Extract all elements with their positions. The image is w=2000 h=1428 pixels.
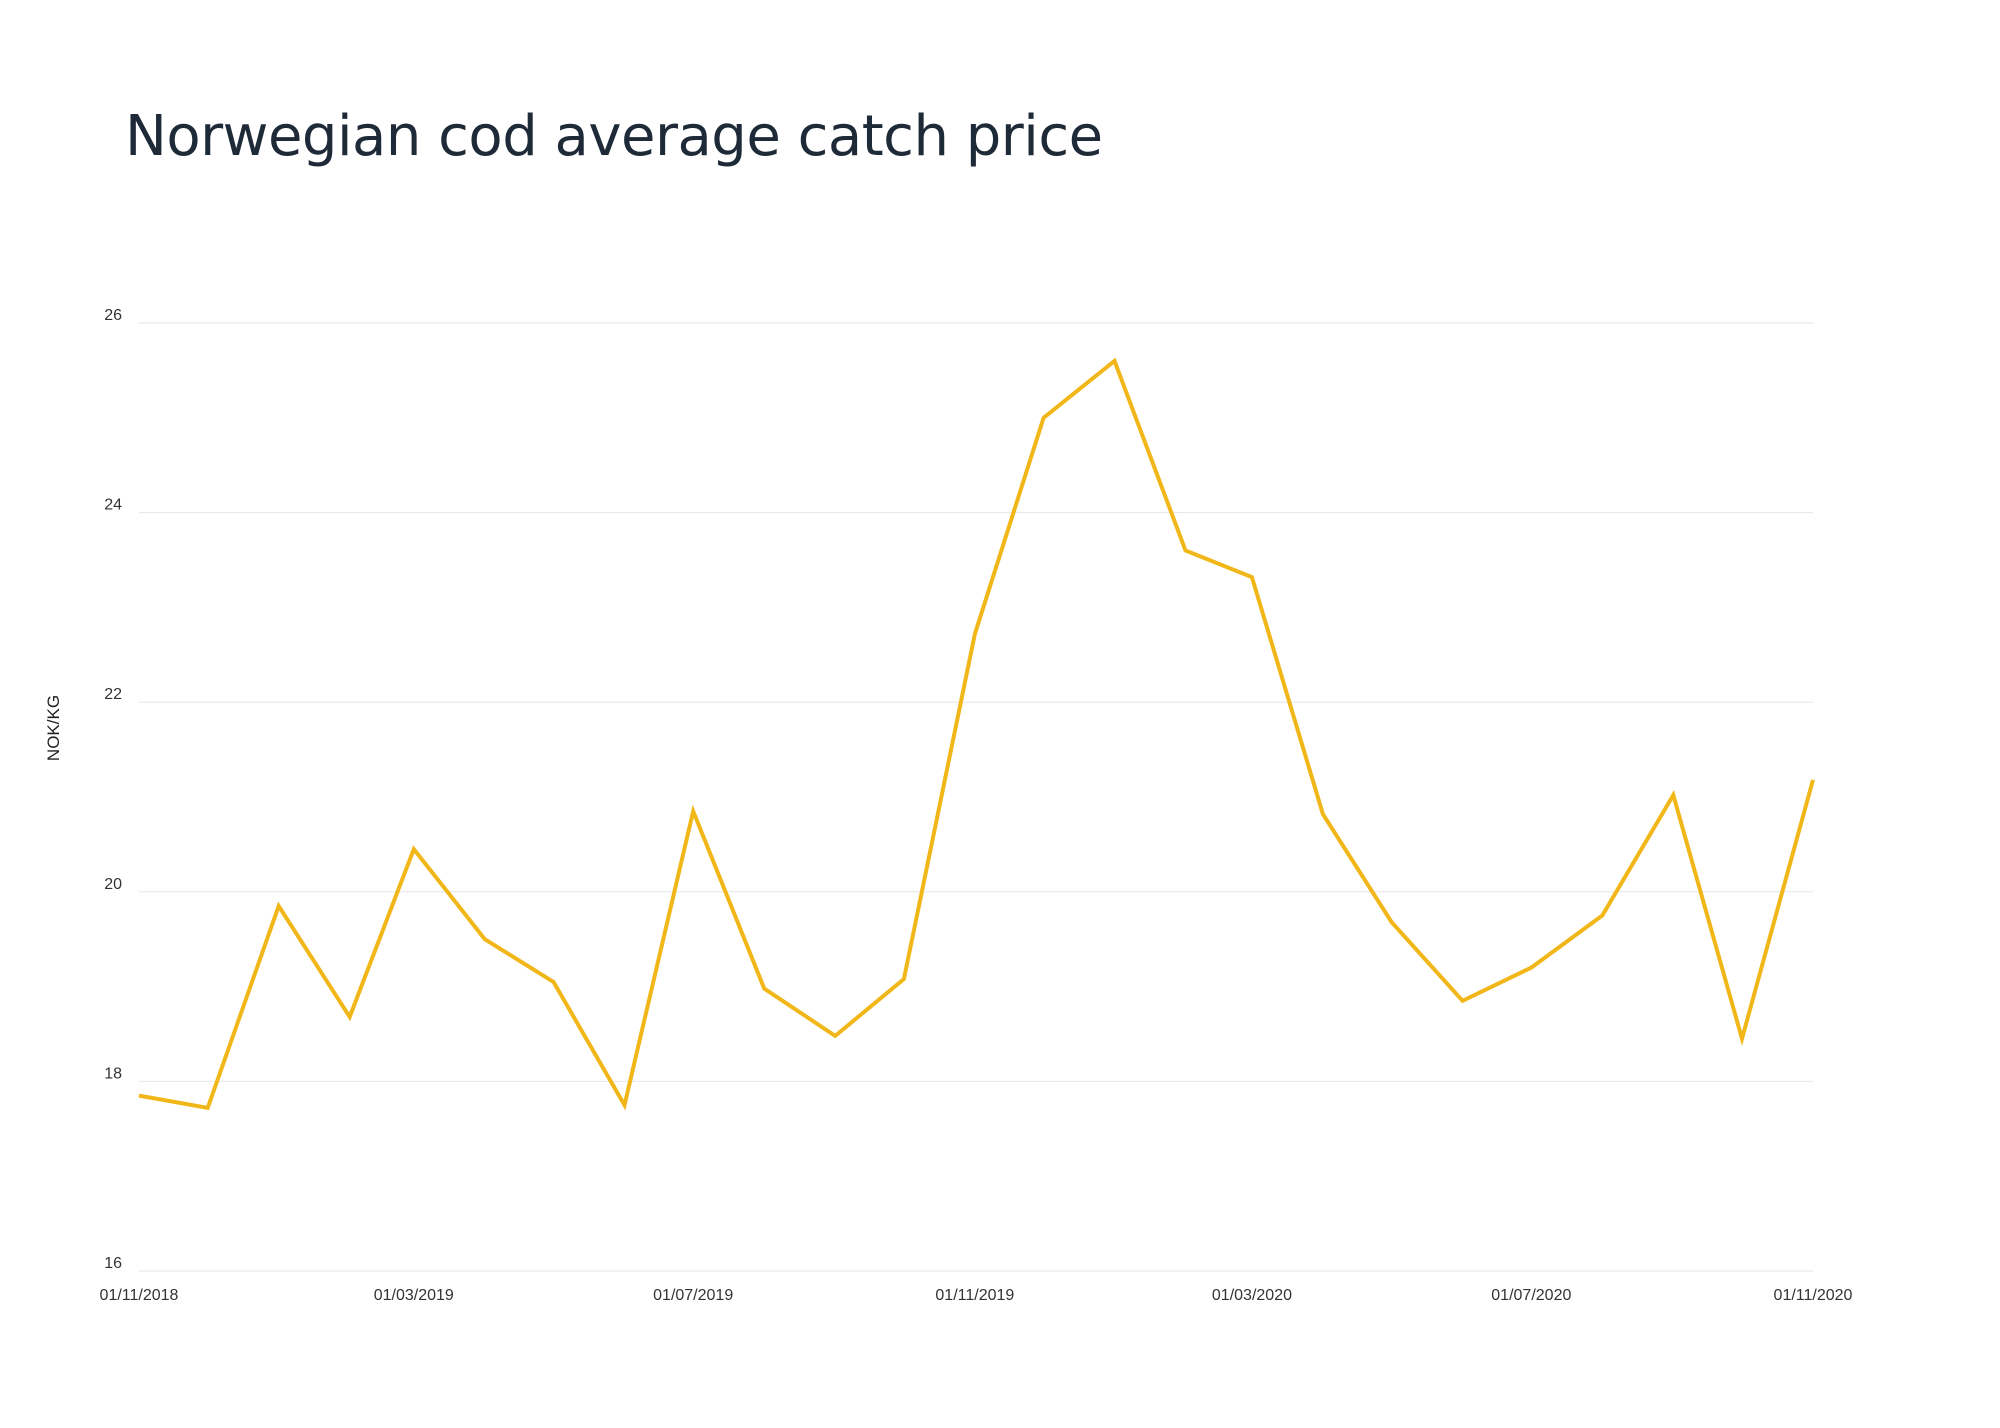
data-point	[277, 904, 281, 908]
data-point	[551, 980, 555, 984]
y-tick-label: 26	[104, 307, 122, 324]
data-point	[483, 937, 487, 941]
data-point	[1740, 1037, 1744, 1041]
x-tick-label: 01/07/2019	[653, 1287, 733, 1304]
x-tick-label: 01/07/2020	[1491, 1287, 1571, 1304]
x-axis-ticks: 01/11/2018 01/03/2019 01/07/2019 01/11/2019…	[100, 1287, 1853, 1304]
x-tick-label: 01/11/2020	[1774, 1287, 1853, 1304]
y-tick-label: 16	[104, 1255, 122, 1272]
data-point	[1250, 575, 1254, 579]
x-tick-label: 01/11/2018	[100, 1287, 179, 1304]
series-line	[138, 357, 1815, 1111]
x-tick-label: 01/03/2019	[374, 1287, 454, 1304]
chart-title: Norwegian cod average catch price	[125, 104, 1103, 169]
x-tick-label: 01/11/2019	[935, 1287, 1014, 1304]
data-point	[1461, 999, 1465, 1003]
data-point	[1671, 793, 1675, 797]
y-tick-label: 22	[104, 686, 122, 703]
y-tick-label: 24	[104, 497, 122, 514]
data-point	[1321, 812, 1325, 816]
data-point	[206, 1106, 210, 1110]
y-tick-label: 18	[104, 1065, 122, 1082]
data-point	[412, 847, 416, 851]
data-point	[1184, 549, 1188, 553]
y-tick-label: 20	[104, 876, 122, 893]
y-axis-ticks: 16 18 20 22 24 26	[104, 307, 122, 1272]
data-point	[622, 1103, 626, 1107]
y-axis-label: NOK/KG	[44, 695, 63, 761]
data-point	[902, 977, 906, 981]
series-layer	[137, 357, 1815, 1111]
data-point	[137, 1094, 141, 1098]
x-tick-label: 01/03/2020	[1212, 1287, 1292, 1304]
data-point	[1390, 920, 1394, 924]
data-point	[833, 1034, 837, 1038]
data-point	[1113, 359, 1117, 363]
data-point	[348, 1015, 352, 1019]
gridlines	[139, 322, 1813, 1272]
data-point	[1529, 966, 1533, 970]
data-point	[691, 809, 695, 813]
data-point	[1811, 778, 1815, 782]
data-point	[762, 986, 766, 990]
data-point	[1042, 416, 1046, 420]
data-point	[973, 632, 977, 636]
data-point	[1600, 914, 1604, 918]
